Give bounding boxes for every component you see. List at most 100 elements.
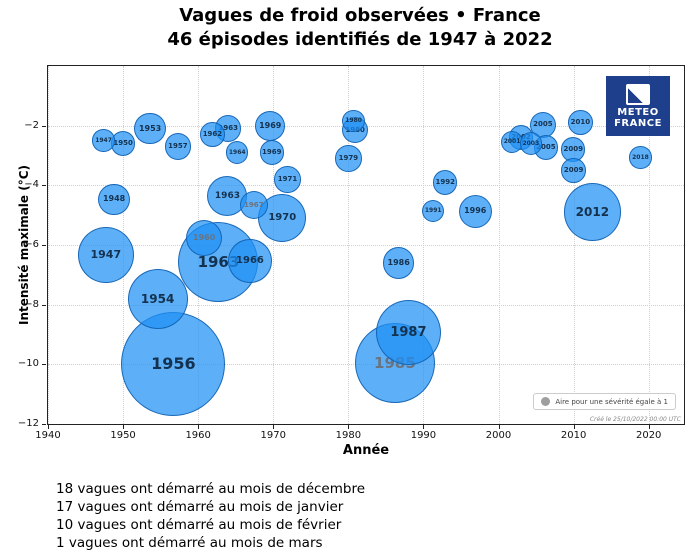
bubble-1969: 1969 bbox=[259, 140, 284, 165]
bubble-label: 2009 bbox=[563, 165, 584, 174]
bubble-label: 1966 bbox=[236, 254, 264, 266]
x-tick-label: 1960 bbox=[185, 430, 211, 441]
bubble-label: 1969 bbox=[262, 148, 282, 156]
bubble-1969: 1969 bbox=[255, 110, 286, 141]
bubble-1957: 1957 bbox=[164, 133, 192, 160]
x-tick-mark bbox=[348, 425, 350, 429]
x-tick-label: 2000 bbox=[485, 430, 512, 441]
x-tick-mark bbox=[423, 425, 425, 429]
x-axis-title: Année bbox=[342, 443, 390, 458]
bubble-2012: 2012 bbox=[563, 183, 622, 241]
bubble-label: 1953 bbox=[138, 123, 162, 133]
bubble-label: 1947 bbox=[95, 136, 112, 144]
bubble-label: 1991 bbox=[424, 207, 442, 215]
bubble-label: 2005 bbox=[536, 142, 556, 151]
bubble-label: 2010 bbox=[570, 118, 591, 127]
bubble-1953: 1953 bbox=[134, 112, 166, 145]
bubble-1964: 1964 bbox=[226, 141, 249, 164]
bubble-1979: 1979 bbox=[335, 145, 362, 172]
x-tick-label: 1990 bbox=[410, 430, 437, 441]
bubble-label: 1967 bbox=[243, 200, 264, 209]
creation-date-note: Créé le 25/10/2022 00:00 UTC bbox=[589, 416, 681, 423]
x-tick-label: 1970 bbox=[260, 430, 286, 441]
bubble-2009: 2009 bbox=[560, 137, 586, 162]
bubble-1980: 1980 bbox=[342, 110, 365, 133]
logo-line1: METEO bbox=[617, 106, 659, 118]
x-tick-mark bbox=[123, 425, 125, 429]
legend-dot-icon bbox=[541, 397, 551, 406]
meteo-france-logo-text: METEO FRANCE bbox=[614, 107, 662, 129]
bubble-label: 1964 bbox=[228, 148, 246, 156]
bubble-2009: 2009 bbox=[561, 158, 586, 183]
bubble-label: 1954 bbox=[140, 291, 175, 306]
y-tick-label: −10 bbox=[17, 358, 39, 370]
x-tick-mark bbox=[48, 425, 49, 429]
bubble-label: 1960 bbox=[193, 233, 216, 243]
chart-title-line1: Vagues de froid observées • France bbox=[179, 5, 541, 26]
bubble-label: 1950 bbox=[113, 139, 133, 148]
size-legend: Aire pour une sévérité égale à 1 bbox=[533, 393, 676, 410]
summary-footer: 18 vagues ont démarré au mois de décembr… bbox=[56, 480, 365, 552]
bubble-1950: 1950 bbox=[110, 131, 136, 156]
bubble-1991: 1991 bbox=[422, 200, 445, 223]
y-tick-mark bbox=[42, 245, 46, 246]
bubble-2010: 2010 bbox=[568, 110, 593, 135]
bubble-label: 2005 bbox=[533, 120, 553, 129]
y-gridline bbox=[48, 245, 684, 246]
chart-title-line2: 46 épisodes identifiés de 1947 à 2022 bbox=[167, 29, 553, 50]
x-tick-label: 1980 bbox=[335, 430, 362, 441]
bubble-1966: 1966 bbox=[228, 239, 272, 283]
bubble-label: 2018 bbox=[632, 153, 649, 161]
logo-line2: FRANCE bbox=[614, 117, 662, 129]
bubble-label: 1948 bbox=[102, 194, 126, 204]
bubble-1987: 1987 bbox=[375, 299, 442, 366]
chart-title: Vagues de froid observées • France 46 ép… bbox=[40, 4, 680, 52]
y-tick-mark bbox=[42, 185, 46, 187]
x-tick-label: 2010 bbox=[560, 430, 587, 441]
bubble-label: 1971 bbox=[277, 174, 298, 183]
bubble-label: 1987 bbox=[390, 324, 427, 340]
bubble-label: 1969 bbox=[259, 120, 282, 130]
meteo-france-logo: METEO FRANCE bbox=[606, 76, 670, 136]
y-tick-mark bbox=[42, 125, 46, 127]
bubble-1947: 1947 bbox=[92, 129, 115, 152]
x-tick-mark bbox=[648, 425, 650, 429]
x-tick-mark bbox=[498, 425, 500, 429]
bubble-2018: 2018 bbox=[629, 146, 652, 169]
y-tick-mark bbox=[42, 364, 46, 366]
bubble-1947: 1947 bbox=[77, 227, 134, 283]
bubble-label: 1957 bbox=[168, 142, 188, 151]
bubble-label: 2001 bbox=[503, 138, 521, 146]
legend-label: Aire pour une sévérité égale à 1 bbox=[555, 397, 668, 406]
y-gridline bbox=[48, 185, 684, 187]
bubble-label: 1956 bbox=[151, 354, 196, 374]
plot-area: METEO FRANCE Aire pour une sévérité égal… bbox=[47, 65, 685, 425]
bubble-label: 2003 bbox=[522, 139, 540, 147]
y-tick-label: −6 bbox=[24, 239, 39, 250]
bubble-label: 1980 bbox=[345, 117, 362, 125]
x-tick-label: 1950 bbox=[110, 430, 136, 441]
footer-line-january: 17 vagues ont démarré au mois de janvier bbox=[56, 499, 344, 515]
bubble-1948: 1948 bbox=[98, 183, 130, 216]
bubble-label: 1962 bbox=[202, 130, 223, 139]
y-tick-label: −2 bbox=[24, 119, 39, 131]
bubble-1962: 1962 bbox=[200, 122, 225, 147]
y-tick-mark bbox=[42, 424, 46, 425]
bubble-label: 1992 bbox=[435, 177, 455, 186]
y-gridline bbox=[48, 304, 684, 306]
x-tick-mark bbox=[198, 425, 200, 429]
y-tick-label: −4 bbox=[24, 179, 39, 191]
bubble-label: 1996 bbox=[464, 206, 487, 216]
bubble-1967: 1967 bbox=[239, 191, 268, 220]
bubble-1956: 1956 bbox=[121, 312, 226, 417]
bubble-label: 1947 bbox=[90, 248, 122, 262]
x-tick-label: 1940 bbox=[35, 430, 61, 441]
bubble-1954: 1954 bbox=[127, 268, 188, 329]
x-tick-mark bbox=[273, 425, 275, 429]
bubble-label: 1963 bbox=[214, 190, 240, 201]
y-gridline bbox=[48, 424, 684, 425]
y-tick-label: −12 bbox=[17, 418, 39, 429]
meteo-france-icon bbox=[626, 83, 650, 105]
bubble-label: 1986 bbox=[387, 257, 410, 267]
bubble-1996: 1996 bbox=[458, 194, 492, 228]
